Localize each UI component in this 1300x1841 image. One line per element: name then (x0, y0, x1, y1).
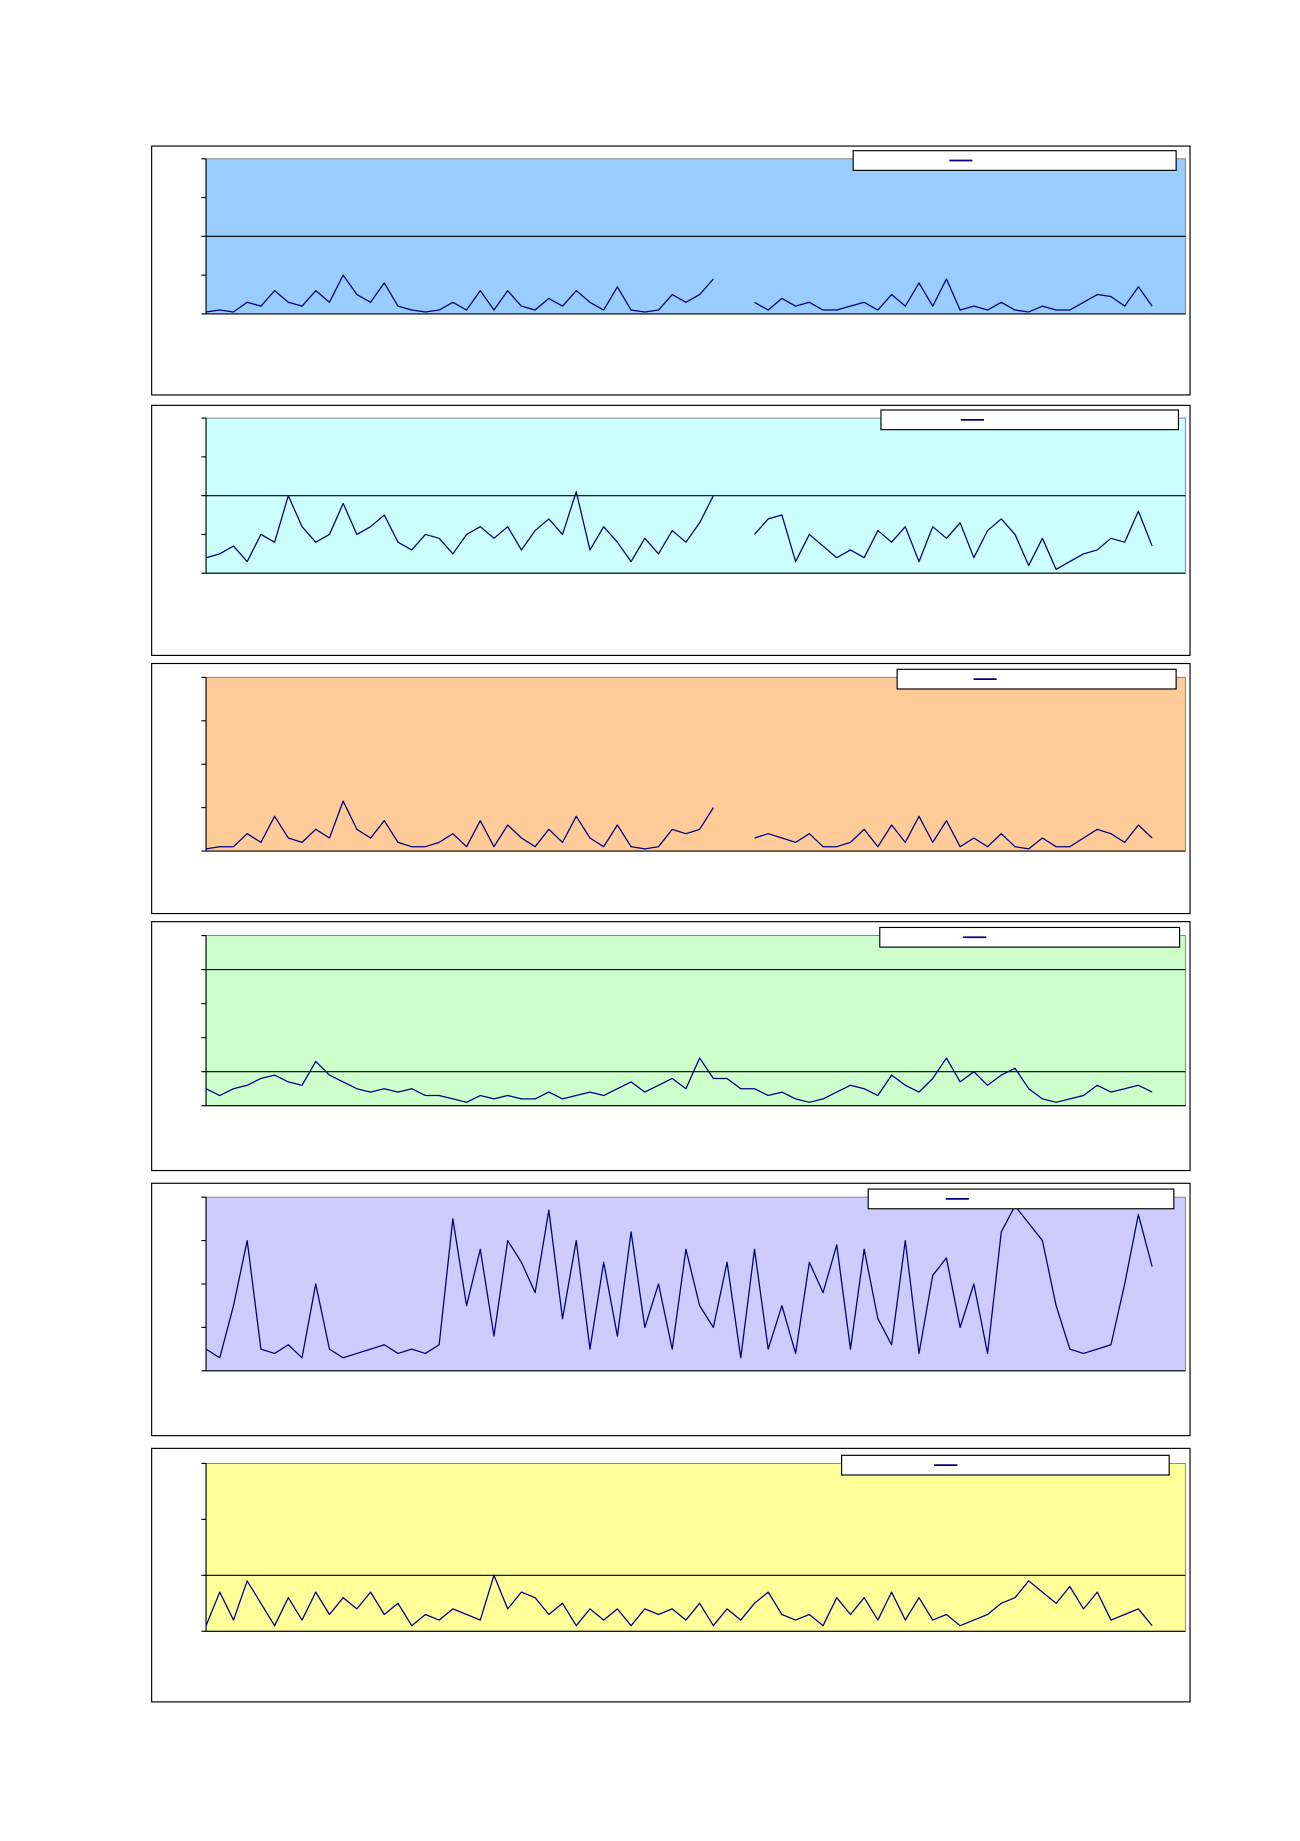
plot-area (205, 1196, 1186, 1372)
plot-area (205, 1462, 1186, 1632)
data-line (205, 1205, 1153, 1359)
legend-box (841, 1454, 1170, 1476)
data-line (205, 1057, 1153, 1103)
data-line (205, 491, 1153, 570)
legend-box (852, 150, 1177, 171)
legend-box (896, 668, 1177, 690)
data-line (205, 800, 1153, 850)
legend-box (880, 409, 1180, 431)
legend-box (867, 1188, 1175, 1210)
plot-area (205, 935, 1186, 1107)
plot-area (205, 676, 1186, 852)
data-line (205, 1574, 1153, 1627)
data-line (205, 274, 1153, 313)
legend-box (879, 926, 1181, 948)
